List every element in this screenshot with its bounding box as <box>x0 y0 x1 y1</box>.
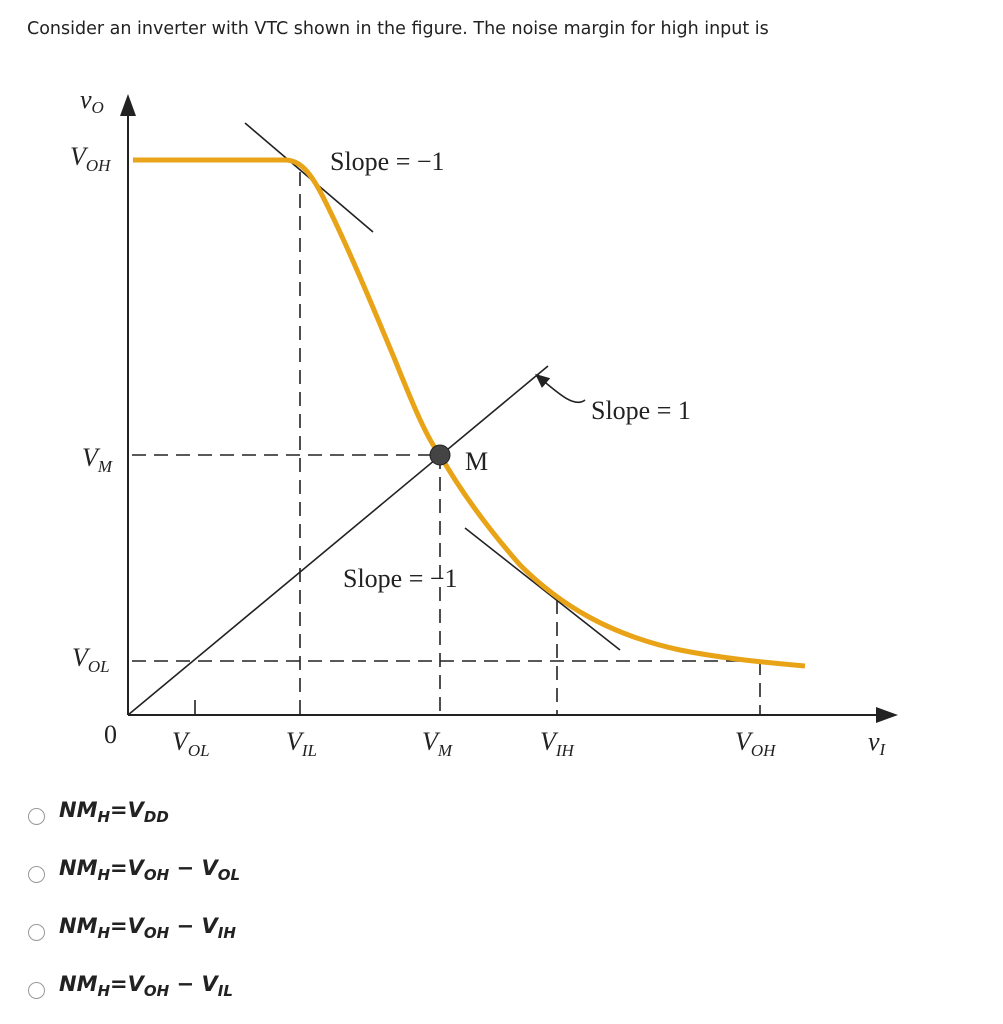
unity-slope-line <box>127 365 549 716</box>
option-4[interactable]: NMH=VOH − VIL <box>28 972 233 1000</box>
option-formula: NMH=VOH − VIH <box>59 914 236 942</box>
x-tick-vih: VIH <box>540 727 576 760</box>
option-3[interactable]: NMH=VOH − VIH <box>28 914 236 942</box>
option-formula: NMH=VOH − VOL <box>59 856 241 884</box>
slope-unity-label: Slope = 1 <box>591 396 691 425</box>
option-1[interactable]: NMH=VDD <box>28 798 169 826</box>
question-text: Consider an inverter with VTC shown in t… <box>27 19 769 39</box>
slope-bottom-label: Slope = −1 <box>343 564 458 593</box>
dashed-guides <box>132 172 761 715</box>
x-axis-arrow-icon <box>876 707 898 723</box>
y-tick-voh: VOH <box>70 142 112 175</box>
radio-button[interactable] <box>28 923 45 941</box>
y-axis-arrow-icon <box>120 94 136 116</box>
pointer-arrow-icon <box>535 373 586 404</box>
point-m <box>429 444 451 466</box>
option-formula: NMH=VDD <box>59 798 169 826</box>
y-tick-vm: VM <box>82 443 113 476</box>
option-2[interactable]: NMH=VOH − VOL <box>28 856 240 884</box>
slope-top-label: Slope = −1 <box>330 147 445 176</box>
radio-button[interactable] <box>28 807 45 825</box>
vtc-curve <box>133 157 806 669</box>
x-tick-voh: VOH <box>735 727 777 760</box>
option-formula: NMH=VOH − VIL <box>59 972 233 1000</box>
y-axis-label: vO <box>80 85 104 117</box>
x-tick-vm: VM <box>422 727 453 760</box>
point-m-label: M <box>465 447 488 476</box>
radio-button[interactable] <box>28 981 45 999</box>
x-axis-label: vI <box>868 727 887 759</box>
y-tick-vol: VOL <box>72 643 110 676</box>
x-tick-vol: VOL <box>172 727 210 760</box>
origin-label: 0 <box>104 720 117 749</box>
radio-button[interactable] <box>28 865 45 883</box>
vtc-diagram: Slope = −1 Slope = 1 Slope = −1 M 0 vO v… <box>70 85 898 760</box>
tangent-bottom <box>464 527 621 651</box>
x-tick-vil: VIL <box>286 727 317 760</box>
